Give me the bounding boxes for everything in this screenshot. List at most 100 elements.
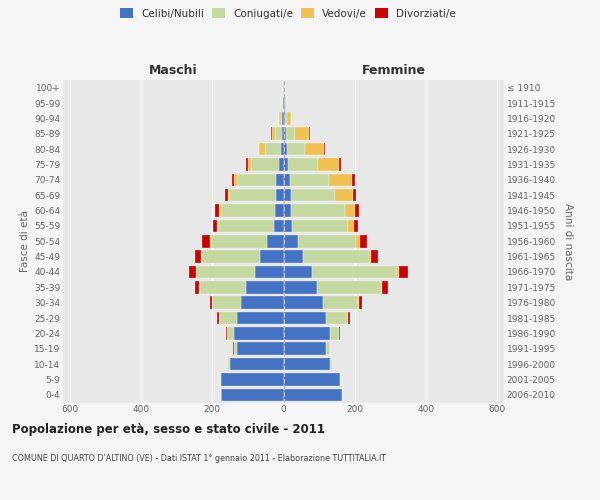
Bar xyxy=(287,112,292,124)
Bar xyxy=(352,174,355,186)
Bar xyxy=(284,358,330,370)
Bar xyxy=(201,250,202,263)
Bar xyxy=(215,204,220,217)
Bar xyxy=(202,235,209,248)
Bar xyxy=(237,342,284,355)
Bar xyxy=(246,281,284,293)
Bar xyxy=(283,82,284,94)
Bar xyxy=(284,143,287,156)
Bar xyxy=(360,235,367,248)
Bar xyxy=(277,174,284,186)
Bar xyxy=(342,388,343,401)
Bar xyxy=(281,112,283,124)
Bar xyxy=(283,96,284,110)
Bar xyxy=(340,158,341,171)
Bar xyxy=(218,220,274,232)
Bar xyxy=(292,220,347,232)
Bar xyxy=(288,158,318,171)
Bar xyxy=(359,296,362,309)
Text: COMUNE DI QUARTO D'ALTINO (VE) - Dati ISTAT 1° gennaio 2011 - Elaborazione TUTTI: COMUNE DI QUARTO D'ALTINO (VE) - Dati IS… xyxy=(12,454,386,463)
Legend: Celibi/Nubili, Coniugati/e, Vedovi/e, Divorziati/e: Celibi/Nubili, Coniugati/e, Vedovi/e, Di… xyxy=(117,5,459,21)
Bar xyxy=(340,373,341,386)
Bar xyxy=(211,235,268,248)
Bar xyxy=(220,373,221,386)
Bar xyxy=(282,128,284,140)
Bar xyxy=(232,174,235,186)
Bar xyxy=(221,373,284,386)
Bar xyxy=(330,327,338,340)
Bar xyxy=(284,174,290,186)
Bar xyxy=(284,189,290,202)
Bar xyxy=(303,250,369,263)
Bar xyxy=(382,281,388,293)
Bar xyxy=(284,373,340,386)
Bar xyxy=(335,189,353,202)
Bar xyxy=(221,388,284,401)
Y-axis label: Anni di nascita: Anni di nascita xyxy=(563,202,573,280)
Bar xyxy=(281,143,284,156)
Bar xyxy=(284,281,317,293)
Bar xyxy=(226,327,227,340)
Bar xyxy=(237,312,284,324)
Bar xyxy=(399,266,408,278)
Bar xyxy=(330,358,332,370)
Bar xyxy=(371,250,378,263)
Bar xyxy=(227,189,229,202)
Bar xyxy=(284,388,342,401)
Bar xyxy=(284,250,303,263)
Bar xyxy=(355,204,359,217)
Bar xyxy=(326,342,330,355)
Bar xyxy=(318,158,340,171)
Bar xyxy=(292,204,344,217)
Bar xyxy=(237,174,277,186)
Bar xyxy=(229,358,230,370)
Bar xyxy=(369,250,371,263)
Bar xyxy=(298,235,356,248)
Bar xyxy=(213,220,217,232)
Bar xyxy=(217,312,219,324)
Bar xyxy=(265,143,281,156)
Bar xyxy=(248,158,251,171)
Bar xyxy=(210,296,212,309)
Bar xyxy=(241,296,284,309)
Bar xyxy=(282,96,283,110)
Bar xyxy=(284,327,330,340)
Bar xyxy=(284,112,285,124)
Bar xyxy=(339,327,340,340)
Bar xyxy=(202,250,260,263)
Bar xyxy=(329,174,352,186)
Bar xyxy=(225,189,227,202)
Bar xyxy=(279,158,284,171)
Bar xyxy=(234,327,284,340)
Y-axis label: Fasce di età: Fasce di età xyxy=(20,210,30,272)
Bar xyxy=(220,204,221,217)
Text: Maschi: Maschi xyxy=(149,64,197,78)
Bar xyxy=(284,342,326,355)
Bar xyxy=(235,174,237,186)
Bar xyxy=(284,296,323,309)
Bar xyxy=(284,312,326,324)
Bar xyxy=(212,296,241,309)
Bar xyxy=(284,96,285,110)
Bar xyxy=(259,143,265,156)
Bar xyxy=(323,296,358,309)
Bar xyxy=(255,266,284,278)
Bar xyxy=(275,189,284,202)
Bar xyxy=(229,189,275,202)
Bar xyxy=(285,96,286,110)
Bar xyxy=(286,128,295,140)
Bar xyxy=(397,266,399,278)
Bar xyxy=(295,128,310,140)
Bar xyxy=(283,112,284,124)
Bar xyxy=(251,158,279,171)
Bar xyxy=(347,220,354,232)
Bar xyxy=(234,342,237,355)
Bar xyxy=(344,204,355,217)
Bar xyxy=(284,220,292,232)
Bar xyxy=(189,266,196,278)
Bar xyxy=(312,266,397,278)
Bar xyxy=(284,204,292,217)
Bar xyxy=(275,204,284,217)
Bar xyxy=(317,281,382,293)
Bar xyxy=(287,143,305,156)
